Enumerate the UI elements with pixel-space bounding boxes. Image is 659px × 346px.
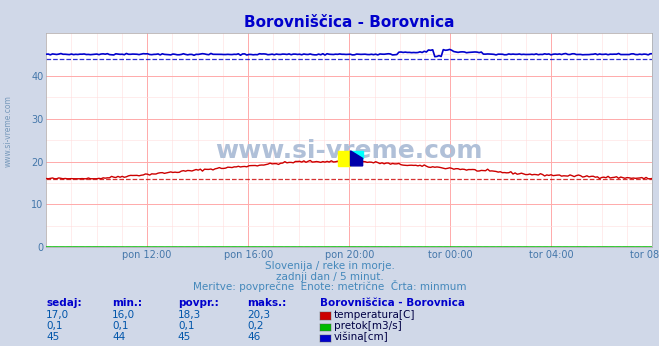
Text: 0,2: 0,2 [247,321,264,331]
Text: povpr.:: povpr.: [178,298,219,308]
Text: 18,3: 18,3 [178,310,201,320]
Text: www.si-vreme.com: www.si-vreme.com [215,139,483,163]
Title: Borovniščica - Borovnica: Borovniščica - Borovnica [244,15,455,30]
Text: www.si-vreme.com: www.si-vreme.com [3,95,13,167]
Text: 45: 45 [46,332,59,342]
Text: 0,1: 0,1 [46,321,63,331]
Polygon shape [351,151,362,158]
Bar [338,151,351,166]
Text: višina[cm]: višina[cm] [334,331,389,342]
Text: maks.:: maks.: [247,298,287,308]
Text: zadnji dan / 5 minut.: zadnji dan / 5 minut. [275,272,384,282]
Polygon shape [351,151,362,166]
Text: 17,0: 17,0 [46,310,69,320]
Text: Slovenija / reke in morje.: Slovenija / reke in morje. [264,261,395,271]
Text: 45: 45 [178,332,191,342]
Text: 20,3: 20,3 [247,310,270,320]
Text: 0,1: 0,1 [178,321,194,331]
Text: min.:: min.: [112,298,142,308]
Text: 44: 44 [112,332,125,342]
Text: 0,1: 0,1 [112,321,129,331]
Text: temperatura[C]: temperatura[C] [334,310,416,320]
Text: pretok[m3/s]: pretok[m3/s] [334,321,402,331]
Text: sedaj:: sedaj: [46,298,82,308]
Text: Meritve: povprečne  Enote: metrične  Črta: minmum: Meritve: povprečne Enote: metrične Črta:… [192,280,467,292]
Text: 16,0: 16,0 [112,310,135,320]
Text: Borovniščica - Borovnica: Borovniščica - Borovnica [320,298,465,308]
Text: 46: 46 [247,332,260,342]
